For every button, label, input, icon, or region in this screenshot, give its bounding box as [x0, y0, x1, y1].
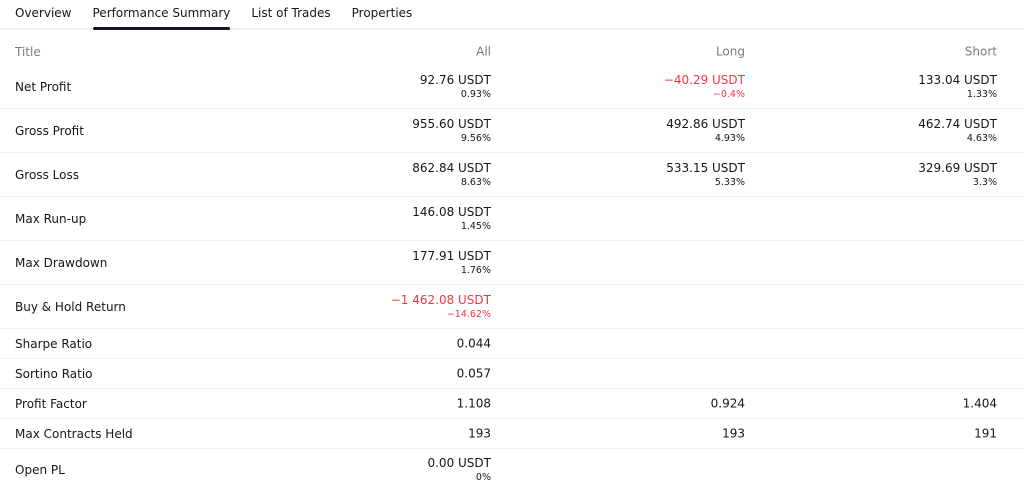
cell-long: 492.86 USDT 4.93% — [666, 117, 745, 145]
tab-list-of-trades[interactable]: List of Trades — [251, 6, 331, 20]
table-row: Sharpe Ratio 0.044 — [0, 329, 1024, 359]
header-all: All — [476, 44, 491, 58]
table-row: Max Drawdown 177.91 USDT 1.76% — [0, 241, 1024, 285]
row-title: Open PL — [15, 463, 65, 477]
cell-short: 133.04 USDT 1.33% — [918, 73, 997, 101]
cell-value: 533.15 USDT — [666, 160, 745, 175]
cell-value: 492.86 USDT — [666, 116, 745, 131]
cell-value: −1 462.08 USDT — [390, 292, 491, 307]
cell-value: 0.057 — [456, 366, 491, 380]
cell-value: 92.76 USDT — [419, 72, 491, 87]
cell-all: 862.84 USDT 8.63% — [412, 161, 491, 189]
tab-bar: Overview Performance Summary List of Trade… — [0, 0, 1024, 30]
cell-value: 1.404 — [962, 396, 997, 410]
cell-value: 0.044 — [456, 336, 491, 350]
cell-all: 146.08 USDT 1.45% — [412, 205, 491, 233]
cell-value: 191 — [974, 426, 997, 440]
cell-percent: 1.45% — [460, 220, 491, 232]
cell-value: 0.00 USDT — [427, 456, 491, 470]
cell-all: 177.91 USDT 1.76% — [412, 249, 491, 277]
row-title: Max Drawdown — [15, 255, 108, 270]
cell-all: 0.057 — [457, 366, 491, 381]
cell-value: 1.108 — [456, 396, 491, 410]
cell-percent: 9.56% — [460, 132, 491, 144]
row-title: Max Run-up — [15, 211, 87, 226]
table-header: Title All Long Short — [0, 38, 1024, 65]
cell-long: 0.924 — [711, 396, 745, 411]
row-title: Net Profit — [15, 79, 72, 94]
table-row: Net Profit 92.76 USDT 0.93% −40.29 USDT −0.4… — [0, 65, 1024, 109]
cell-percent: 3.3% — [972, 176, 997, 188]
cell-value: 862.84 USDT — [412, 160, 491, 175]
cell-long: 533.15 USDT 5.33% — [666, 161, 745, 189]
cell-short: 462.74 USDT 4.63% — [918, 117, 997, 145]
tab-overview[interactable]: Overview — [15, 6, 72, 20]
cell-percent: 1.33% — [966, 88, 997, 100]
table-row: Max Run-up 146.08 USDT 1.45% — [0, 197, 1024, 241]
table-row: Open PL 0.00 USDT 0% — [0, 449, 1024, 491]
cell-all: 0.044 — [457, 336, 491, 351]
row-title: Max Contracts Held — [15, 426, 133, 441]
cell-all: −1 462.08 USDT −14.62% — [391, 293, 491, 321]
row-title: Profit Factor — [15, 396, 87, 411]
cell-value: 146.08 USDT — [412, 204, 491, 219]
cell-all: 955.60 USDT 9.56% — [412, 117, 491, 145]
cell-value: 193 — [468, 426, 491, 440]
table-row: Buy & Hold Return −1 462.08 USDT −14.62% — [0, 285, 1024, 329]
cell-percent: 0.93% — [460, 88, 491, 100]
cell-percent: 4.63% — [966, 132, 997, 144]
header-title: Title — [15, 44, 41, 59]
header-long: Long — [715, 44, 745, 58]
header-short: Short — [964, 44, 997, 58]
row-title: Sharpe Ratio — [15, 336, 93, 351]
cell-short: 191 — [974, 426, 997, 441]
cell-long: 193 — [722, 426, 745, 441]
table-row: Gross Loss 862.84 USDT 8.63% 533.15 USDT 5.3… — [0, 153, 1024, 197]
cell-percent: 5.33% — [714, 176, 745, 188]
cell-percent: 1.76% — [460, 264, 491, 276]
cell-percent: 8.63% — [460, 176, 491, 188]
row-title: Gross Loss — [15, 167, 79, 182]
cell-value: 329.69 USDT — [918, 160, 997, 175]
cell-value: 177.91 USDT — [412, 248, 491, 263]
performance-table: Title All Long Short Net Profit 92.76 USD… — [0, 38, 1024, 491]
cell-value: 0.924 — [710, 396, 745, 410]
cell-value: 133.04 USDT — [918, 72, 997, 87]
tab-performance-summary[interactable]: Performance Summary — [92, 0, 230, 30]
cell-value: −40.29 USDT — [663, 72, 745, 87]
cell-value: 193 — [722, 426, 745, 440]
cell-percent: −14.62% — [446, 308, 491, 320]
cell-value: 462.74 USDT — [918, 116, 997, 131]
table-row: Gross Profit 955.60 USDT 9.56% 492.86 USDT 4… — [0, 109, 1024, 153]
cell-short: 329.69 USDT 3.3% — [918, 161, 997, 189]
cell-long: −40.29 USDT −0.4% — [664, 73, 745, 101]
row-title: Buy & Hold Return — [15, 299, 126, 314]
cell-all: 92.76 USDT 0.93% — [420, 73, 491, 101]
row-title: Gross Profit — [15, 123, 84, 138]
cell-percent: 0% — [475, 472, 491, 483]
cell-percent: 4.93% — [714, 132, 745, 144]
table-row: Profit Factor 1.108 0.924 1.404 — [0, 389, 1024, 419]
cell-all: 193 — [468, 426, 491, 441]
row-title: Sortino Ratio — [15, 366, 93, 381]
cell-all: 1.108 — [457, 396, 491, 411]
cell-short: 1.404 — [963, 396, 997, 411]
table-row: Sortino Ratio 0.057 — [0, 359, 1024, 389]
cell-all: 0.00 USDT 0% — [427, 456, 491, 484]
table-row: Max Contracts Held 193 193 191 — [0, 419, 1024, 449]
tab-properties[interactable]: Properties — [351, 6, 413, 20]
cell-percent: −0.4% — [712, 88, 745, 100]
cell-value: 955.60 USDT — [412, 116, 491, 131]
